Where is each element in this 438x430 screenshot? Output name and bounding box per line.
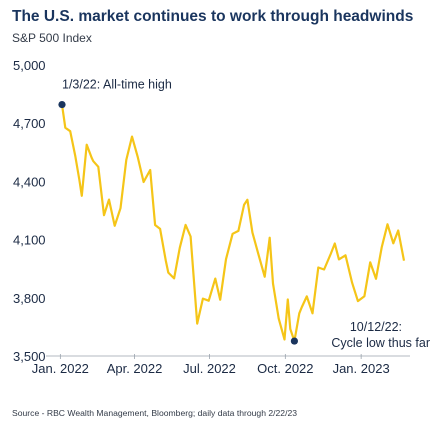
x-tick-label: Jul. 2022 xyxy=(183,361,236,376)
ath-marker xyxy=(58,100,66,109)
y-tick-label: 3,800 xyxy=(13,291,46,306)
x-tick-label: Jan. 2022 xyxy=(32,361,89,376)
cycle-low-annotation-line1: 10/12/22: xyxy=(350,320,402,334)
series-line-sp500 xyxy=(60,104,406,343)
x-tick-label: Apr. 2022 xyxy=(107,361,163,376)
y-tick-label: 3,500 xyxy=(13,349,46,364)
chart-title: The U.S. market continues to work throug… xyxy=(12,8,414,25)
x-tick-label: Jan. 2023 xyxy=(333,361,390,376)
x-tick-label: Oct. 2022 xyxy=(257,361,313,376)
y-tick-label: 4,700 xyxy=(13,116,46,131)
y-axis: 5,000 4,700 4,400 4,100 3,800 3,500 xyxy=(13,58,46,364)
chart-source: Source - RBC Wealth Management, Bloomber… xyxy=(12,408,298,418)
cycle-low-marker xyxy=(290,337,298,345)
cycle-low-annotation-line2: Cycle low thus far xyxy=(331,336,430,350)
chart-subtitle: S&P 500 Index xyxy=(12,31,92,45)
y-tick-label: 5,000 xyxy=(13,58,46,73)
ath-annotation: 1/3/22: All-time high xyxy=(62,78,172,92)
y-tick-label: 4,400 xyxy=(13,174,46,189)
x-axis: Jan. 2022 Apr. 2022 Jul. 2022 Oct. 2022 Jan.… xyxy=(32,354,390,376)
y-tick-label: 4,100 xyxy=(13,233,46,248)
